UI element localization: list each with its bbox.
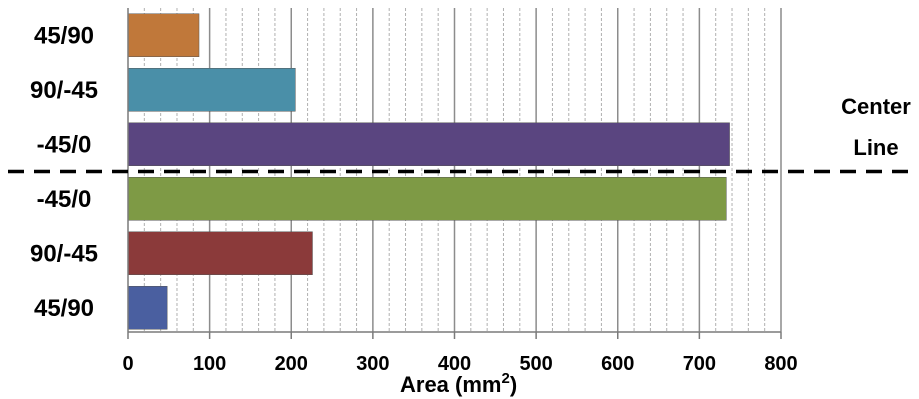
category-label: 45/90 [34, 295, 94, 322]
bar [127, 122, 730, 166]
center-line-label-bottom: Line [853, 135, 898, 160]
x-axis-title-text: Area (mm [400, 372, 501, 397]
x-tick-label: 500 [519, 353, 552, 375]
x-tick-label: 800 [764, 353, 797, 375]
bar [127, 286, 168, 330]
x-tick-label: 400 [438, 353, 471, 375]
x-tick-label: 300 [356, 353, 389, 375]
category-label: 90/-45 [30, 240, 98, 267]
category-label: -45/0 [37, 186, 92, 213]
x-tick-label: 700 [683, 353, 716, 375]
x-axis-title-close: ) [510, 372, 517, 397]
x-tick-label: 600 [601, 353, 634, 375]
bar [127, 68, 296, 112]
category-labels: 45/90 90/-45 -45/0 -45/0 90/-45 45/90 [30, 22, 98, 322]
bar [127, 177, 727, 221]
category-label: 90/-45 [30, 77, 98, 104]
bar [127, 231, 313, 275]
tick-labels: 0 100 200 300 400 500 600 700 800 [122, 353, 797, 375]
x-tick-label: 200 [275, 353, 308, 375]
category-label: -45/0 [37, 131, 92, 158]
x-tick-label: 100 [193, 353, 226, 375]
center-line-label-top: Center [841, 94, 911, 119]
x-axis-title: Area (mm2) [400, 370, 517, 397]
category-label: 45/90 [34, 22, 94, 49]
x-axis-title-superscript: 2 [501, 370, 509, 387]
bars [127, 13, 730, 330]
grid-lines [143, 8, 782, 332]
bar [127, 13, 200, 57]
x-tick-label: 0 [122, 353, 133, 375]
